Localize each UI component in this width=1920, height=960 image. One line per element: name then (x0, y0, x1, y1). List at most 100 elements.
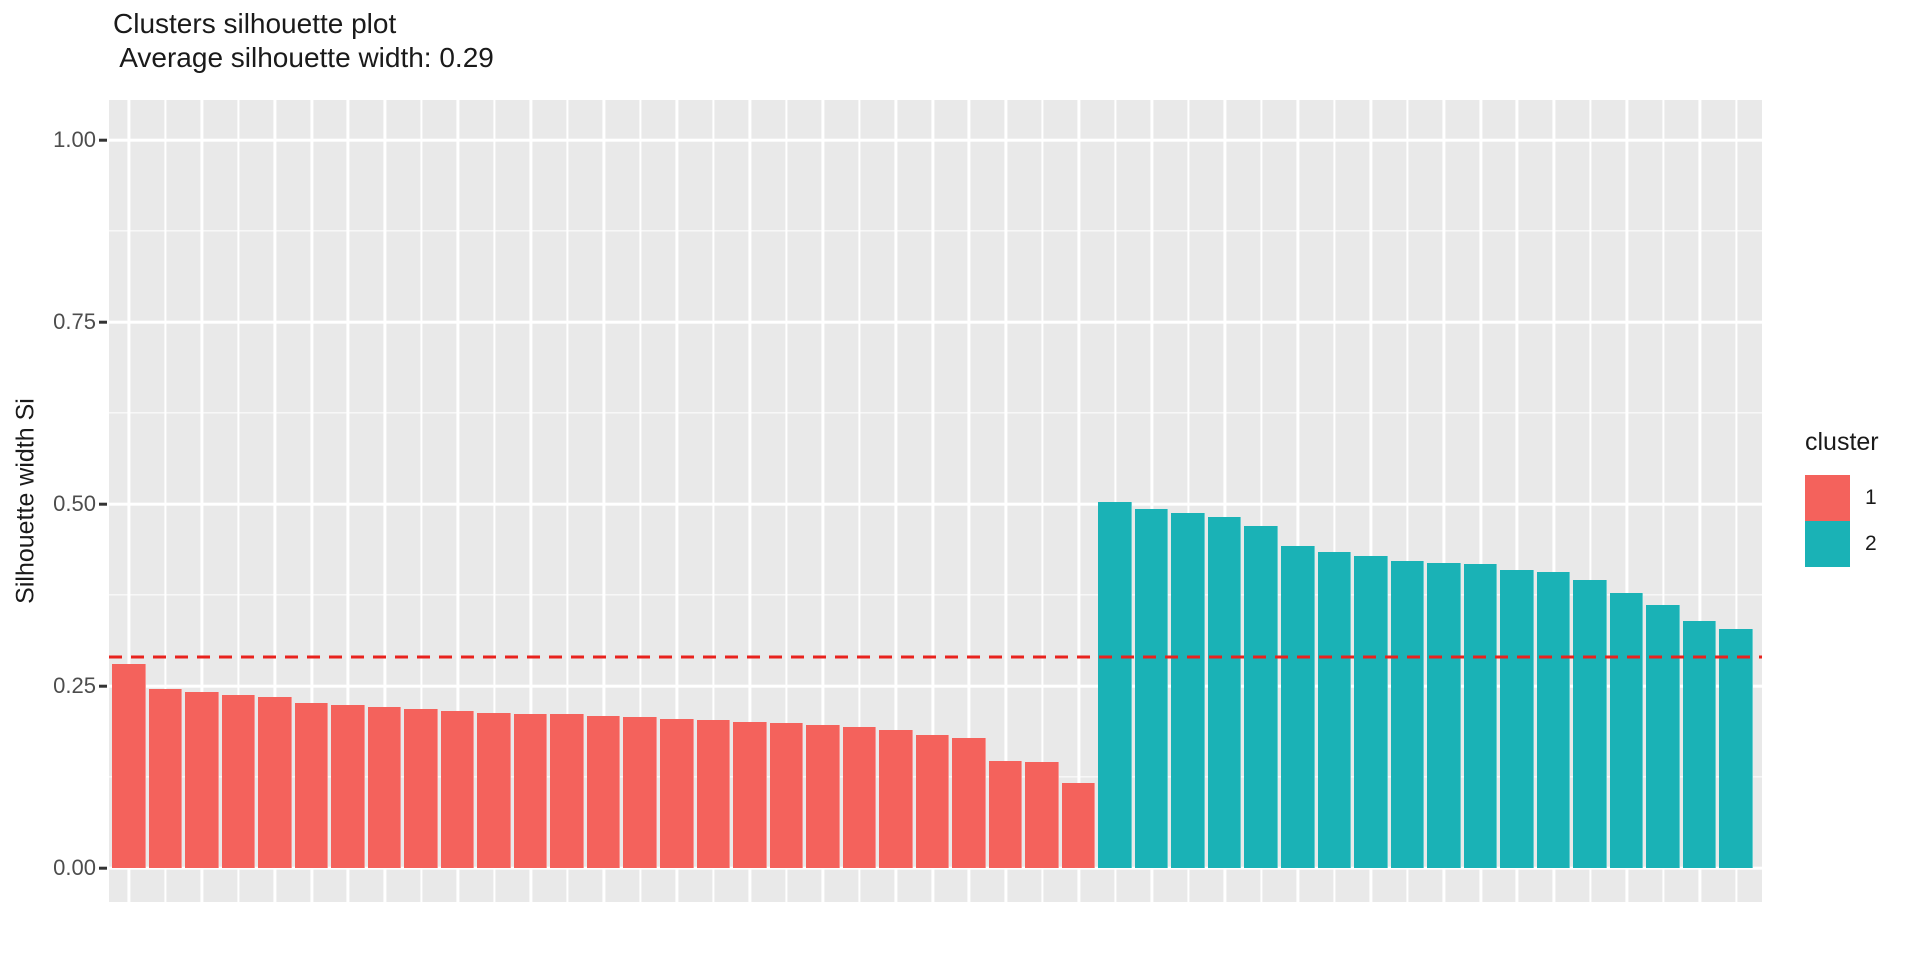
grid-major-v (1004, 100, 1008, 902)
grid-major-v (1552, 100, 1555, 902)
silhouette-bar-cluster-1 (915, 734, 950, 868)
silhouette-bar-cluster-1 (148, 688, 183, 868)
grid-major-v (164, 100, 167, 902)
grid-major-v (1296, 100, 1300, 902)
silhouette-bar-cluster-2 (1609, 592, 1644, 868)
grid-major-h (109, 502, 1762, 506)
silhouette-bar-cluster-1 (879, 729, 913, 868)
silhouette-bar-cluster-2 (1354, 556, 1388, 868)
silhouette-bar-cluster-2 (1719, 628, 1753, 868)
grid-major-h (109, 320, 1762, 324)
bar-slot (733, 100, 770, 902)
grid-major-v (492, 100, 496, 902)
legend-title: cluster (1805, 428, 1879, 456)
bar-slot (1354, 100, 1391, 902)
legend-swatch-cluster-2-icon (1805, 521, 1850, 567)
silhouette-bar-cluster-1 (477, 712, 511, 868)
silhouette-bar-cluster-1 (1025, 761, 1059, 868)
grid-minor-h (109, 412, 1762, 414)
bar-slot (1025, 100, 1062, 902)
grid-major-v (1661, 100, 1665, 902)
silhouette-bar-cluster-2 (1427, 562, 1461, 868)
silhouette-bar-cluster-1 (952, 738, 986, 868)
silhouette-bar-cluster-1 (659, 718, 694, 868)
bar-slot (513, 100, 551, 902)
bar-slot (258, 100, 295, 902)
y-tick-label: 1.00 (53, 127, 96, 152)
grid-major-v (1479, 100, 1482, 902)
silhouette-bar-cluster-1 (733, 721, 767, 868)
bar-slot (1682, 100, 1720, 902)
bar-slot (1390, 100, 1428, 902)
plot-panel (109, 100, 1762, 902)
silhouette-bar-cluster-1 (513, 713, 548, 868)
bar-slot (1171, 100, 1208, 902)
silhouette-bar-cluster-2 (1281, 545, 1315, 868)
grid-major-v (712, 100, 715, 902)
grid-major-v (237, 100, 240, 902)
bar-slot (1609, 100, 1647, 902)
silhouette-bar-cluster-1 (367, 707, 402, 868)
bar-slot (696, 100, 734, 902)
bar-slot (1427, 100, 1464, 902)
y-tick-label: 0.00 (53, 855, 96, 880)
silhouette-bar-cluster-2 (1500, 570, 1534, 868)
silhouette-bar-cluster-2 (1098, 501, 1132, 868)
bar-slot (806, 100, 843, 902)
silhouette-bar-cluster-1 (586, 715, 621, 868)
grid-major-h (109, 866, 1762, 870)
plot-subtitle: Average silhouette width: 0.29 (113, 42, 494, 73)
bar-slot (1281, 100, 1318, 902)
bar-slot (1061, 100, 1099, 902)
grid-major-v (1077, 100, 1081, 902)
grid-major-v (383, 100, 386, 902)
grid-major-v (456, 100, 460, 902)
silhouette-bar-cluster-1 (258, 696, 292, 868)
bar-slot (1317, 100, 1355, 902)
grid-major-v (1735, 100, 1738, 902)
bar-slot (1536, 100, 1574, 902)
bar-slot (842, 100, 880, 902)
silhouette-bar-cluster-1 (440, 711, 475, 868)
grid-major-v (931, 100, 934, 902)
grid-major-v (894, 100, 898, 902)
grid-major-v (858, 100, 861, 902)
silhouette-bar-cluster-1 (185, 691, 219, 868)
bar-slot (1098, 100, 1135, 902)
bar-slot (659, 100, 697, 902)
legend-label: 1 (1865, 486, 1877, 509)
y-tick-label: 0.50 (53, 491, 96, 516)
bar-slot (148, 100, 186, 902)
grid-major-v (1333, 100, 1336, 902)
grid-major-v (639, 100, 642, 902)
grid-major-v (821, 100, 825, 902)
bar-slot (1719, 100, 1756, 902)
bar-slot (988, 100, 1026, 902)
grid-minor-h (109, 594, 1762, 596)
bars-container (112, 100, 1756, 902)
bar-slot (294, 100, 332, 902)
grid-major-v (1260, 100, 1263, 902)
bar-slot (586, 100, 624, 902)
bar-slot (1573, 100, 1610, 902)
bar-slot (404, 100, 441, 902)
silhouette-bar-cluster-2 (1134, 509, 1169, 868)
grid-major-v (200, 100, 204, 902)
bar-slot (1244, 100, 1281, 902)
silhouette-bar-cluster-1 (623, 717, 657, 868)
grid-major-v (346, 100, 350, 902)
avg-silhouette-line (109, 655, 1762, 659)
silhouette-bar-cluster-1 (331, 704, 365, 868)
grid-major-v (1698, 100, 1702, 902)
grid-major-v (967, 100, 971, 902)
grid-major-v (127, 100, 131, 902)
bar-slot (477, 100, 514, 902)
silhouette-bar-cluster-2 (1573, 579, 1607, 868)
grid-major-v (1442, 100, 1446, 902)
bar-slot (367, 100, 405, 902)
silhouette-bar-cluster-1 (842, 726, 877, 868)
silhouette-bar-cluster-2 (1536, 571, 1571, 868)
